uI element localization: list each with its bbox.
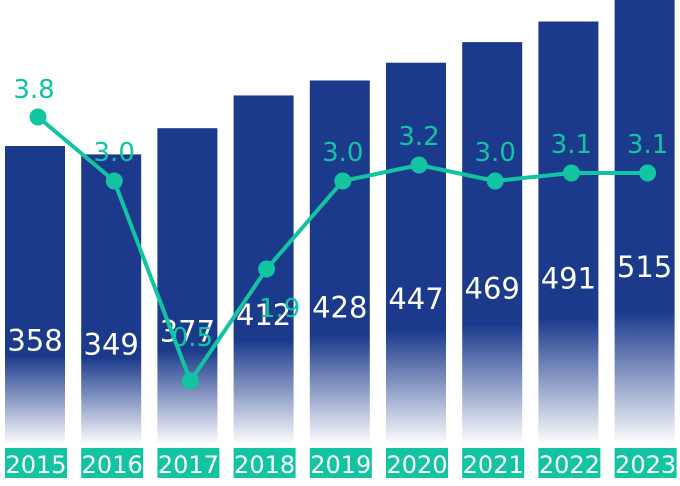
line-layer: 3.8 3.0 0.5 1.9 3.0 3.2 3.0 3.1 3.1 bbox=[13, 75, 668, 390]
bar-labels-layer: 358 349 377 412 428 447 469 491 515 bbox=[7, 250, 672, 362]
year-label-bg-2016 bbox=[81, 448, 144, 478]
line-point-2021 bbox=[486, 172, 504, 190]
bar-value-label-2022: 491 bbox=[541, 261, 596, 295]
year-label-2023: 2023 bbox=[615, 451, 676, 479]
line-value-label-2016: 3.0 bbox=[94, 138, 135, 168]
bar-2015 bbox=[5, 145, 65, 446]
bar-2021 bbox=[462, 42, 523, 445]
bar-value-label-2021: 469 bbox=[465, 272, 520, 306]
line-value-label-2022: 3.1 bbox=[551, 130, 592, 160]
year-label-2015: 2015 bbox=[5, 451, 66, 479]
line-point-2019 bbox=[334, 172, 352, 190]
year-label-bg-2023 bbox=[614, 448, 677, 478]
line-value-label-2019: 3.0 bbox=[322, 138, 363, 168]
year-label-2018: 2018 bbox=[234, 451, 295, 479]
line-value-label-2021: 3.0 bbox=[475, 138, 516, 168]
line-point-2022 bbox=[562, 164, 580, 182]
year-label-bg-2017 bbox=[157, 448, 220, 478]
bar-2022 bbox=[538, 21, 599, 446]
year-label-bg-2020 bbox=[386, 448, 448, 478]
bar-2017 bbox=[157, 128, 218, 445]
year-label-2016: 2016 bbox=[82, 451, 143, 479]
line-value-label-2023: 3.1 bbox=[627, 130, 668, 160]
year-label-2020: 2020 bbox=[386, 451, 447, 479]
line-point-2015 bbox=[29, 108, 47, 126]
bar-2016 bbox=[81, 154, 142, 445]
bar-2019 bbox=[309, 80, 370, 445]
line-point-2018 bbox=[258, 260, 276, 278]
bar-value-label-2020: 447 bbox=[388, 282, 443, 316]
line-value-label-2015: 3.8 bbox=[13, 75, 54, 105]
year-label-2017: 2017 bbox=[158, 451, 219, 479]
line-point-2017 bbox=[181, 372, 199, 390]
line-value-label-2018: 1.9 bbox=[259, 294, 300, 324]
line-point-2016 bbox=[105, 172, 123, 190]
line-value-label-2020: 3.2 bbox=[398, 122, 439, 152]
line-value-label-2017: 0.5 bbox=[172, 323, 213, 353]
year-label-bg-2018 bbox=[233, 448, 296, 478]
line-point-2020 bbox=[410, 156, 428, 174]
year-label-bg-2019 bbox=[309, 448, 372, 478]
year-label-bg-2021 bbox=[462, 448, 525, 478]
year-label-bg-2015 bbox=[5, 448, 67, 478]
year-label-2019: 2019 bbox=[310, 451, 371, 479]
year-label-2021: 2021 bbox=[463, 451, 524, 479]
year-label-2022: 2022 bbox=[539, 451, 600, 479]
bars-layer bbox=[5, 0, 675, 446]
bar-value-label-2019: 428 bbox=[312, 291, 367, 325]
bar-value-label-2016: 349 bbox=[84, 328, 139, 362]
bar-2023 bbox=[614, 0, 675, 446]
year-label-bg-2022 bbox=[538, 448, 601, 478]
bar-value-label-2023: 515 bbox=[617, 250, 672, 284]
bar-2020 bbox=[386, 62, 446, 446]
year-labels-layer: 2015 2016 2017 2018 2019 2020 2021 2022 2023 bbox=[5, 448, 677, 479]
line-point-2023 bbox=[639, 164, 657, 182]
bar-value-label-2015: 358 bbox=[7, 323, 62, 357]
